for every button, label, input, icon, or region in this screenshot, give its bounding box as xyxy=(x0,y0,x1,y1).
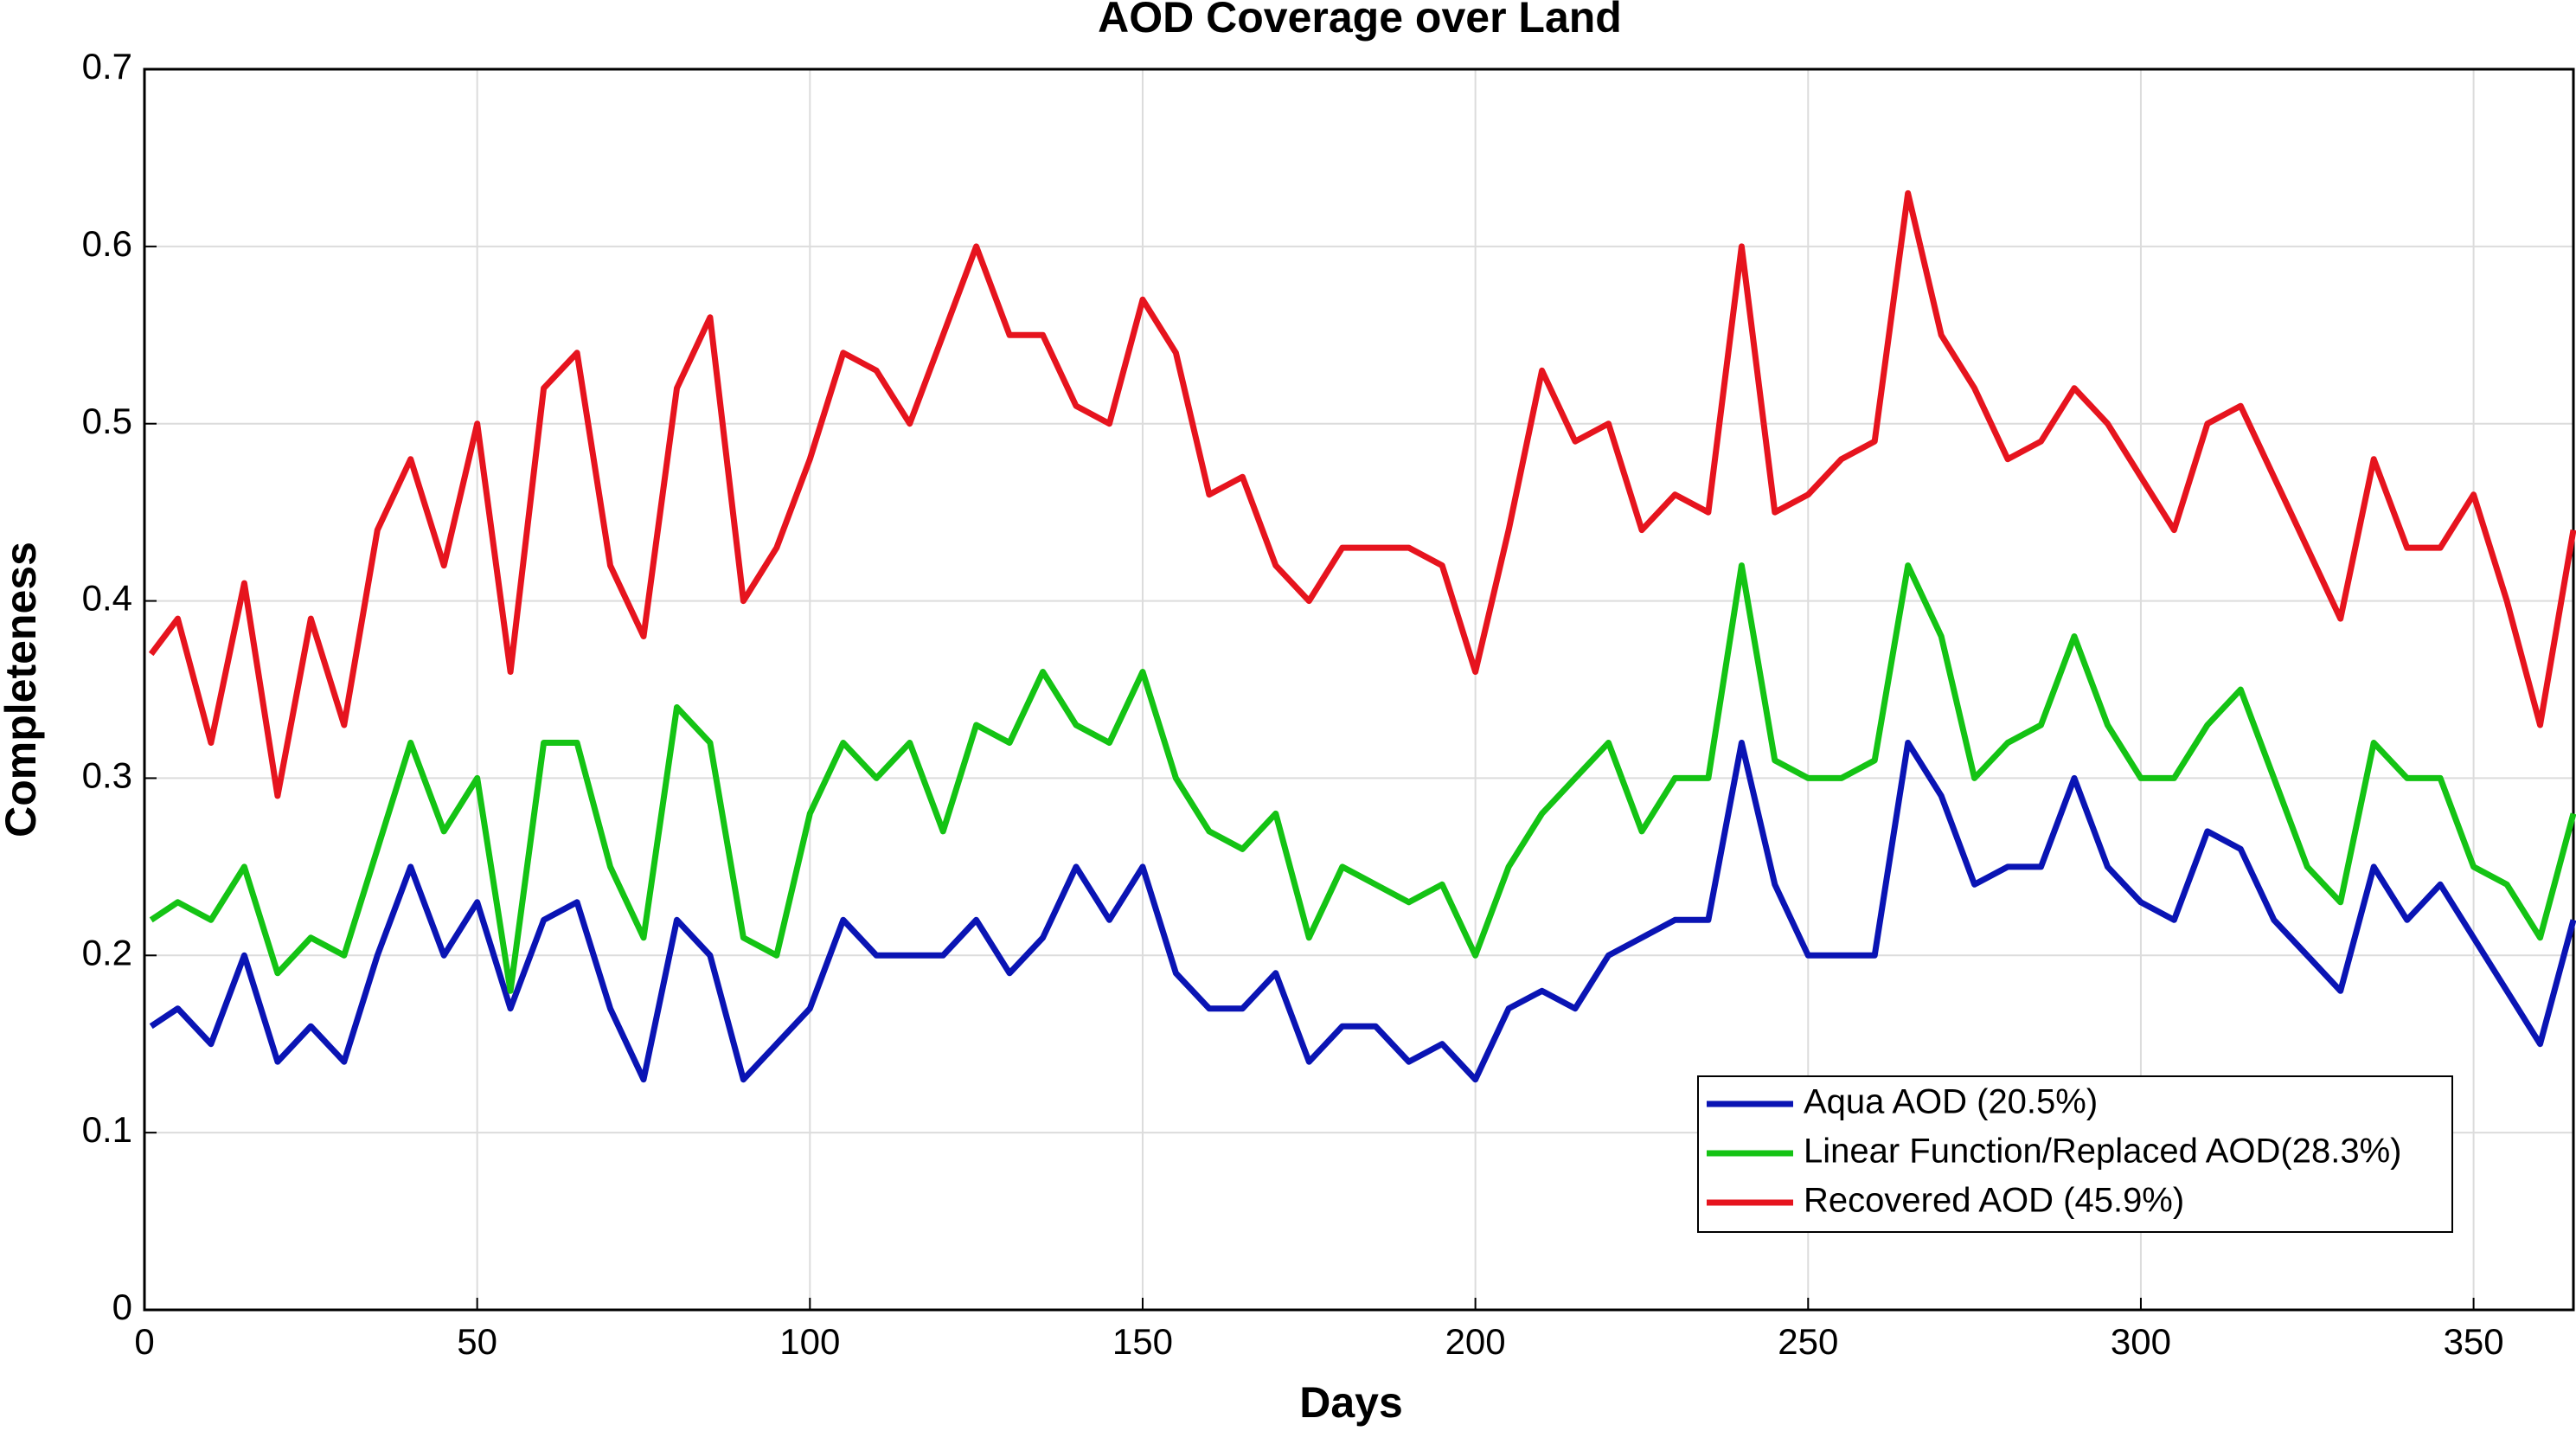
y-tick-label: 0 xyxy=(112,1287,132,1327)
y-tick-label: 0.4 xyxy=(82,578,132,619)
data-line xyxy=(149,740,2576,1083)
y-axis-label: Completeness xyxy=(0,542,45,837)
data-line xyxy=(149,562,2576,994)
y-tick-label: 0.3 xyxy=(82,755,132,796)
x-tick-label: 200 xyxy=(1445,1321,1506,1362)
y-tick-label: 0.5 xyxy=(82,401,132,441)
chart-title: AOD Coverage over Land xyxy=(1098,0,1622,42)
y-tick-label: 0.1 xyxy=(82,1109,132,1150)
x-tick-label: 250 xyxy=(1778,1321,1838,1362)
x-tick-label: 150 xyxy=(1112,1321,1173,1362)
legend-box xyxy=(1697,1075,2453,1233)
x-tick-label: 50 xyxy=(457,1321,497,1362)
y-tick-label: 0.6 xyxy=(82,223,132,264)
legend-label: Recovered AOD (45.9%) xyxy=(1804,1182,2184,1220)
x-tick-label: 300 xyxy=(2111,1321,2171,1362)
y-tick-label: 0.2 xyxy=(82,932,132,972)
plot-frame xyxy=(143,67,2575,1312)
x-tick-label: 350 xyxy=(2444,1321,2504,1362)
legend-label: Aqua AOD (20.5%) xyxy=(1804,1083,2098,1121)
legend-label: Linear Function/Replaced AOD(28.3%) xyxy=(1804,1133,2401,1171)
x-tick-label: 0 xyxy=(134,1321,154,1362)
x-axis-label: Days xyxy=(1299,1378,1403,1427)
data-line xyxy=(148,189,2576,799)
y-tick-label: 0.7 xyxy=(82,46,132,87)
x-tick-label: 100 xyxy=(779,1321,840,1362)
